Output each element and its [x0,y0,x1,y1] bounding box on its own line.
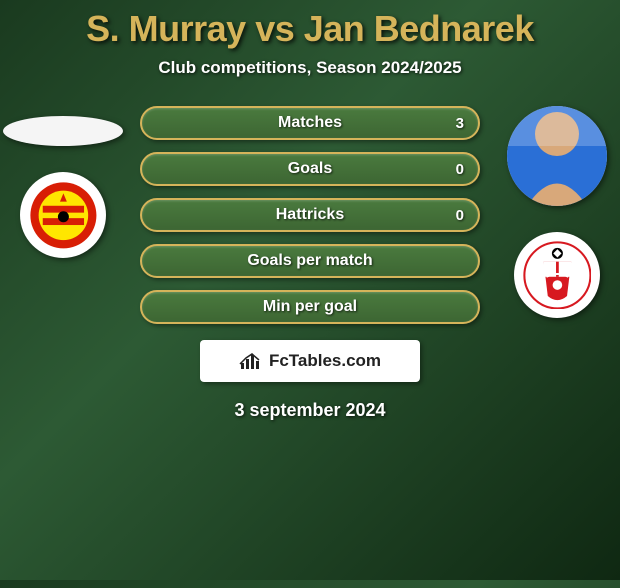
stats-list: Matches 3 Goals 0 Hattricks 0 Goals per … [140,106,480,324]
stat-label: Matches [142,114,478,132]
stat-label: Goals [142,160,478,178]
stat-label: Hattricks [142,206,478,224]
stat-right-value: 0 [456,161,464,178]
generated-date: 3 september 2024 [0,400,620,421]
player-avatar-left [3,116,123,146]
comparison-panel: Matches 3 Goals 0 Hattricks 0 Goals per … [0,106,620,421]
player-avatar-right [507,106,607,206]
club-badge-right [514,232,600,318]
right-player-column [502,106,612,318]
left-player-column [8,106,118,258]
player-photo-placeholder-icon [507,106,607,206]
stat-row-goals-per-match: Goals per match [140,244,480,278]
page-subtitle: Club competitions, Season 2024/2025 [0,58,620,78]
manutd-crest-icon [29,181,98,250]
bar-chart-icon [239,351,263,371]
stat-right-value: 3 [456,115,464,132]
club-badge-left [20,172,106,258]
stat-row-matches: Matches 3 [140,106,480,140]
stat-label: Goals per match [142,252,478,270]
brand-box: FcTables.com [200,340,420,382]
stat-row-hattricks: Hattricks 0 [140,198,480,232]
stat-right-value: 0 [456,207,464,224]
southampton-crest-icon [523,241,592,310]
stat-row-min-per-goal: Min per goal [140,290,480,324]
page-title: S. Murray vs Jan Bednarek [0,8,620,50]
stat-label: Min per goal [142,298,478,316]
brand-text: FcTables.com [269,351,381,371]
stat-row-goals: Goals 0 [140,152,480,186]
